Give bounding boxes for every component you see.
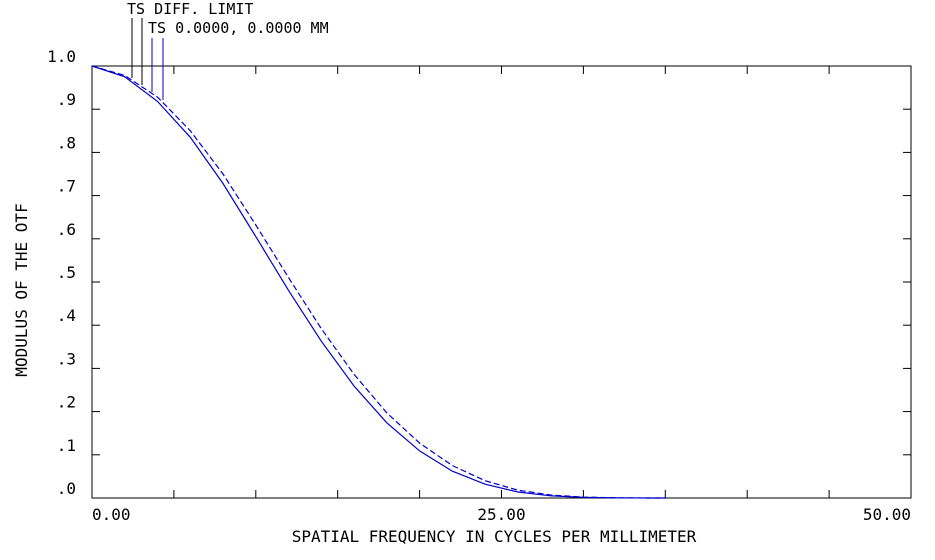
y-tick-label: .0	[57, 479, 76, 498]
y-tick-label: .4	[57, 306, 76, 325]
curve-diff-limit	[91, 65, 666, 499]
x-axis-label: SPATIAL FREQUENCY IN CYCLES PER MILLIMET…	[292, 527, 697, 546]
legend-entry-diff-limit: TS DIFF. LIMIT	[127, 0, 253, 18]
plot-frame	[91, 65, 912, 499]
axis-ticks	[91, 65, 912, 499]
y-axis-label: MODULUS OF THE OTF	[12, 203, 31, 376]
y-tick-label: .8	[57, 133, 76, 152]
y-tick-label: .7	[57, 177, 76, 196]
curve-field	[91, 65, 666, 499]
x-tick-label: 50.00	[863, 505, 911, 524]
legend: TS DIFF. LIMIT TS 0.0000, 0.0000 MM	[127, 0, 329, 100]
y-tick-label: 1.0	[47, 47, 76, 66]
x-tick-label: 0.00	[92, 505, 131, 524]
y-tick-label: .9	[57, 90, 76, 109]
legend-entry-field: TS 0.0000, 0.0000 MM	[148, 19, 329, 37]
y-tick-label: .6	[57, 220, 76, 239]
curves	[91, 65, 666, 499]
y-tick-label: .5	[57, 263, 76, 282]
y-tick-label: .2	[57, 393, 76, 412]
x-tick-labels: 0.00 25.00 50.00	[92, 505, 911, 524]
y-tick-label: .1	[57, 436, 76, 455]
y-tick-label: .3	[57, 349, 76, 368]
x-tick-label: 25.00	[477, 505, 525, 524]
y-tick-labels: .0 .1 .2 .3 .4 .5 .6 .7 .8 .9 1.0	[47, 47, 76, 498]
